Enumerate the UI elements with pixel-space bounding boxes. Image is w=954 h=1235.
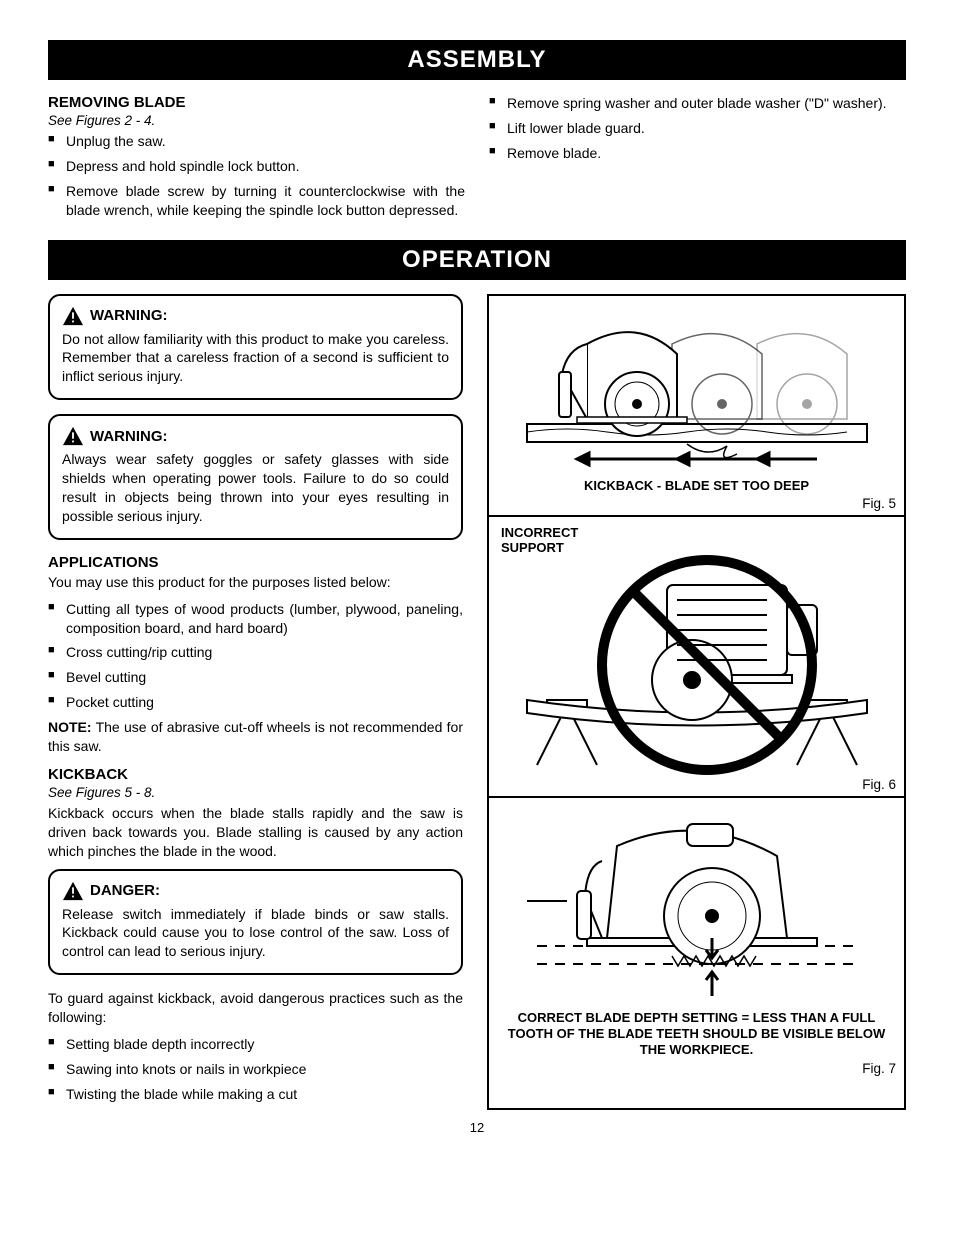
figure-7-caption: CORRECT BLADE DEPTH SETTING = LESS THAN …	[497, 1010, 896, 1059]
page-number: 12	[48, 1120, 906, 1135]
list-item: Lift lower blade guard.	[489, 119, 906, 138]
list-item: Remove blade.	[489, 144, 906, 163]
figure-6-cell: INCORRECT SUPPORT	[489, 517, 904, 798]
figure-5-label: Fig. 5	[497, 496, 896, 511]
figure-6-label: Fig. 6	[497, 777, 896, 792]
list-item: Sawing into knots or nails in workpiece	[48, 1060, 463, 1079]
warning-text-2: Always wear safety goggles or safety gla…	[62, 450, 449, 526]
applications-note: NOTE: The use of abrasive cut-off wheels…	[48, 718, 463, 756]
figure-5-caption: KICKBACK - BLADE SET TOO DEEP	[497, 478, 896, 494]
incorrect-line1: INCORRECT	[501, 525, 578, 540]
danger-icon	[62, 881, 84, 901]
kickback-intro: Kickback occurs when the blade stalls ra…	[48, 804, 463, 861]
applications-heading: APPLICATIONS	[48, 554, 463, 571]
list-item: Twisting the blade while making a cut	[48, 1085, 463, 1104]
kickback-heading: KICKBACK	[48, 766, 463, 783]
warning-icon	[62, 306, 84, 326]
list-item: Remove spring washer and outer blade was…	[489, 94, 906, 113]
danger-text: Release switch immediately if blade bind…	[62, 905, 449, 962]
figure-7-svg	[507, 806, 887, 1006]
list-item: Depress and hold spindle lock button.	[48, 157, 465, 176]
figure-6-incorrect-label: INCORRECT SUPPORT	[501, 525, 578, 556]
removing-blade-see: See Figures 2 - 4.	[48, 113, 465, 128]
warning-text-1: Do not allow familiarity with this produ…	[62, 330, 449, 387]
warning-title-1: WARNING:	[62, 306, 449, 326]
note-label: NOTE:	[48, 719, 92, 735]
kickback-see: See Figures 5 - 8.	[48, 785, 463, 800]
assembly-columns: REMOVING BLADE See Figures 2 - 4. Unplug…	[48, 94, 906, 226]
removing-blade-list: Unplug the saw. Depress and hold spindle…	[48, 132, 465, 220]
warning-icon	[62, 426, 84, 446]
figure-7-label: Fig. 7	[497, 1061, 896, 1076]
list-item: Setting blade depth incorrectly	[48, 1035, 463, 1054]
applications-intro: You may use this product for the purpose…	[48, 573, 463, 592]
warning-box-2: WARNING: Always wear safety goggles or s…	[48, 414, 463, 540]
figure-5-svg	[507, 304, 887, 474]
danger-title: DANGER:	[62, 881, 449, 901]
danger-label: DANGER:	[90, 882, 160, 899]
applications-list: Cutting all types of wood products (lumb…	[48, 600, 463, 712]
warning-title-2: WARNING:	[62, 426, 449, 446]
incorrect-line2: SUPPORT	[501, 540, 564, 555]
removing-blade-heading: REMOVING BLADE	[48, 94, 465, 111]
list-item: Remove blade screw by turning it counter…	[48, 182, 465, 220]
figure-6-svg	[507, 525, 887, 775]
figure-5-cell: KICKBACK - BLADE SET TOO DEEP Fig. 5	[489, 296, 904, 517]
operation-header: OPERATION	[48, 240, 906, 280]
figure-7-cell: CORRECT BLADE DEPTH SETTING = LESS THAN …	[489, 798, 904, 1080]
danger-box: DANGER: Release switch immediately if bl…	[48, 869, 463, 976]
list-item: Pocket cutting	[48, 693, 463, 712]
figure-column: KICKBACK - BLADE SET TOO DEEP Fig. 5 INC…	[487, 294, 906, 1110]
guard-intro: To guard against kickback, avoid dangero…	[48, 989, 463, 1027]
assembly-header: ASSEMBLY	[48, 40, 906, 80]
list-item: Unplug the saw.	[48, 132, 465, 151]
warning-label: WARNING:	[90, 428, 168, 445]
guard-list: Setting blade depth incorrectly Sawing i…	[48, 1035, 463, 1104]
warning-box-1: WARNING: Do not allow familiarity with t…	[48, 294, 463, 401]
note-text: The use of abrasive cut-off wheels is no…	[48, 719, 463, 754]
assembly-left-col: REMOVING BLADE See Figures 2 - 4. Unplug…	[48, 94, 465, 226]
warning-label: WARNING:	[90, 307, 168, 324]
removing-blade-list-right: Remove spring washer and outer blade was…	[489, 94, 906, 163]
list-item: Cutting all types of wood products (lumb…	[48, 600, 463, 638]
list-item: Bevel cutting	[48, 668, 463, 687]
assembly-right-col: Remove spring washer and outer blade was…	[489, 94, 906, 226]
operation-left-col: WARNING: Do not allow familiarity with t…	[48, 294, 463, 1110]
list-item: Cross cutting/rip cutting	[48, 643, 463, 662]
operation-columns: WARNING: Do not allow familiarity with t…	[48, 294, 906, 1110]
